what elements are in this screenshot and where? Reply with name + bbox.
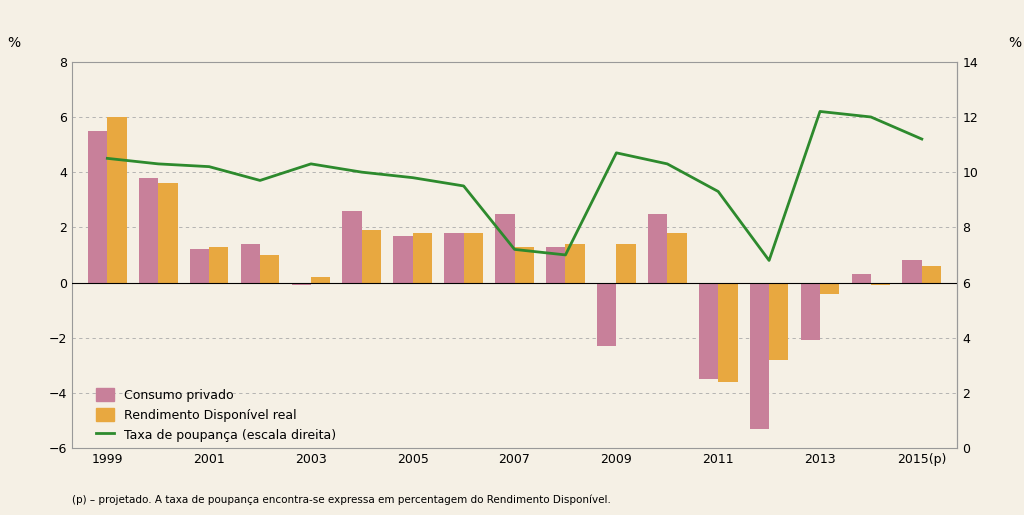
- Text: (p) – projetado. A taxa de poupança encontra-se expressa em percentagem do Rendi: (p) – projetado. A taxa de poupança enco…: [72, 494, 610, 505]
- Bar: [565, 244, 585, 283]
- Bar: [108, 117, 127, 283]
- Bar: [750, 283, 769, 428]
- Bar: [444, 233, 464, 283]
- Bar: [159, 183, 177, 283]
- Bar: [616, 244, 636, 283]
- Bar: [139, 178, 159, 283]
- Bar: [922, 266, 941, 283]
- Text: %: %: [7, 36, 20, 50]
- Bar: [820, 283, 840, 294]
- Bar: [801, 283, 820, 340]
- Bar: [597, 283, 616, 346]
- Bar: [718, 283, 737, 382]
- Bar: [413, 233, 432, 283]
- Bar: [260, 255, 280, 283]
- Bar: [464, 233, 483, 283]
- Bar: [668, 233, 687, 283]
- Bar: [546, 247, 565, 283]
- Bar: [393, 236, 413, 283]
- Bar: [361, 230, 381, 283]
- Legend: Consumo privado, Rendimento Disponível real, Taxa de poupança (escala direita): Consumo privado, Rendimento Disponível r…: [95, 388, 337, 442]
- Bar: [496, 214, 514, 283]
- Bar: [514, 247, 534, 283]
- Bar: [241, 244, 260, 283]
- Bar: [902, 261, 922, 283]
- Bar: [648, 214, 668, 283]
- Bar: [698, 283, 718, 379]
- Bar: [209, 247, 228, 283]
- Bar: [342, 211, 361, 283]
- Bar: [189, 249, 209, 283]
- Bar: [88, 131, 108, 283]
- Bar: [311, 277, 331, 283]
- Text: %: %: [1009, 36, 1022, 50]
- Bar: [769, 283, 788, 360]
- Bar: [292, 283, 311, 285]
- Bar: [870, 283, 890, 285]
- Bar: [852, 274, 870, 283]
